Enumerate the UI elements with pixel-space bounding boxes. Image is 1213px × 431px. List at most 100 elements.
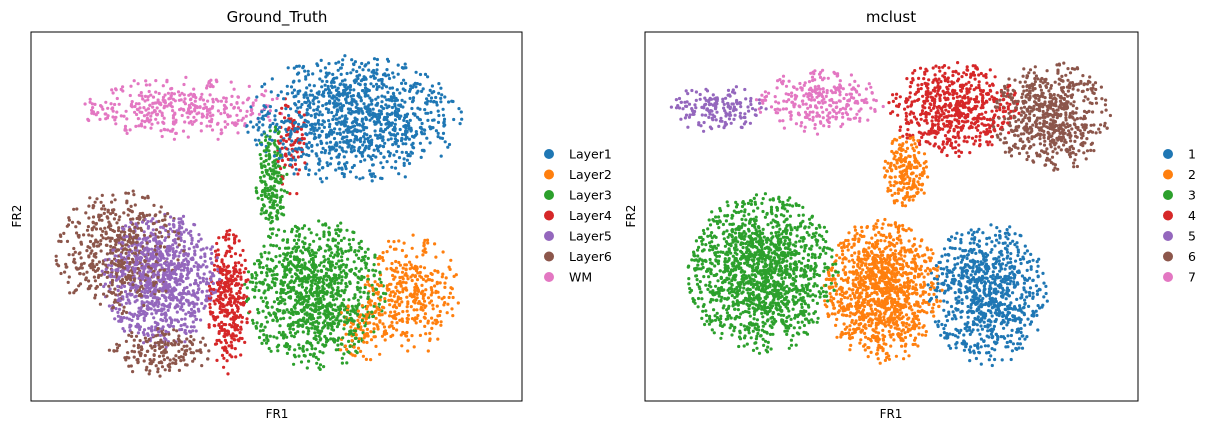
scatter-point: [279, 177, 283, 181]
scatter-point: [388, 293, 392, 297]
scatter-point: [236, 95, 240, 99]
scatter-point: [406, 300, 410, 304]
scatter-point: [374, 344, 378, 348]
scatter-point: [154, 90, 158, 94]
scatter-point: [173, 240, 177, 244]
scatter-point: [276, 93, 280, 97]
scatter-point: [414, 70, 418, 74]
scatter-point: [395, 149, 399, 154]
scatter-point: [296, 324, 300, 328]
scatter-point: [292, 255, 296, 259]
scatter-point: [264, 89, 268, 93]
scatter-point: [325, 307, 329, 311]
scatter-point: [215, 358, 219, 362]
scatter-point: [223, 254, 227, 258]
scatter-point: [283, 310, 287, 314]
scatter-point: [146, 270, 150, 274]
scatter-point: [309, 89, 313, 93]
scatter-point: [427, 93, 431, 97]
scatter-point: [126, 213, 130, 217]
scatter-point: [270, 138, 274, 142]
scatter-point: [401, 331, 405, 335]
scatter-point: [436, 269, 440, 273]
scatter-point: [148, 103, 152, 107]
scatter-point: [327, 151, 331, 155]
scatter-point: [186, 268, 190, 272]
scatter-point: [318, 363, 323, 367]
scatter-point: [347, 339, 351, 343]
scatter-point: [296, 92, 300, 96]
scatter-point: [216, 137, 220, 141]
scatter-point: [304, 75, 308, 79]
scatter-point: [320, 290, 325, 294]
scatter-point: [389, 137, 393, 141]
scatter-point: [438, 309, 442, 314]
scatter-point: [294, 234, 298, 238]
scatter-point: [75, 231, 79, 235]
scatter-point: [167, 332, 171, 336]
scatter-point: [155, 242, 159, 246]
scatter-point: [391, 273, 395, 278]
scatter-point: [160, 134, 164, 139]
scatter-point: [133, 246, 137, 250]
scatter-point: [397, 312, 401, 316]
scatter-point: [362, 336, 366, 340]
scatter-point: [193, 99, 197, 103]
scatter-point: [104, 267, 108, 271]
scatter-point: [298, 346, 302, 350]
scatter-point: [292, 66, 296, 70]
scatter-point: [97, 218, 102, 222]
scatter-point: [171, 243, 175, 247]
scatter-point: [133, 225, 137, 229]
scatter-point: [341, 251, 345, 255]
scatter-point: [300, 102, 304, 107]
scatter-point: [373, 129, 377, 133]
scatter-point: [371, 74, 376, 78]
scatter-point: [322, 274, 326, 279]
scatter-point: [308, 243, 312, 247]
scatter-point: [155, 296, 160, 300]
scatter-point: [75, 267, 80, 271]
scatter-point: [256, 116, 260, 120]
scatter-point: [144, 276, 148, 280]
scatter-point: [381, 83, 386, 87]
scatter-point: [310, 326, 314, 330]
scatter-point: [284, 139, 288, 143]
scatter-point: [320, 113, 324, 117]
scatter-point: [418, 107, 422, 111]
scatter-point: [304, 93, 308, 97]
scatter-point: [177, 292, 181, 296]
scatter-point: [278, 254, 282, 258]
scatter-point: [98, 302, 102, 306]
scatter-point: [260, 341, 264, 345]
scatter-point: [201, 336, 205, 340]
scatter-point: [331, 72, 335, 76]
scatter-point: [376, 136, 380, 140]
scatter-point: [109, 261, 113, 265]
scatter-point: [443, 301, 447, 305]
scatter-point: [182, 108, 186, 112]
scatter-point: [235, 113, 239, 117]
scatter-point: [330, 84, 334, 88]
scatter-point: [348, 170, 353, 174]
scatter-point: [336, 224, 340, 228]
scatter-point: [368, 169, 372, 173]
scatter-point: [260, 110, 264, 114]
scatter-point: [268, 227, 273, 231]
scatter-point: [319, 141, 323, 146]
scatter-point: [396, 107, 401, 111]
scatter-point: [92, 244, 96, 248]
scatter-point: [123, 290, 128, 294]
scatter-point: [439, 100, 443, 104]
scatter-point: [342, 236, 346, 240]
scatter-point: [163, 368, 167, 372]
scatter-point: [54, 254, 58, 258]
scatter-point: [195, 302, 199, 306]
scatter-point: [115, 110, 119, 114]
scatter-point: [384, 122, 388, 126]
scatter-point: [334, 318, 338, 322]
scatter-point: [127, 333, 131, 337]
scatter-point: [326, 257, 330, 261]
scatter-point: [107, 220, 111, 224]
scatter-point: [376, 327, 380, 331]
